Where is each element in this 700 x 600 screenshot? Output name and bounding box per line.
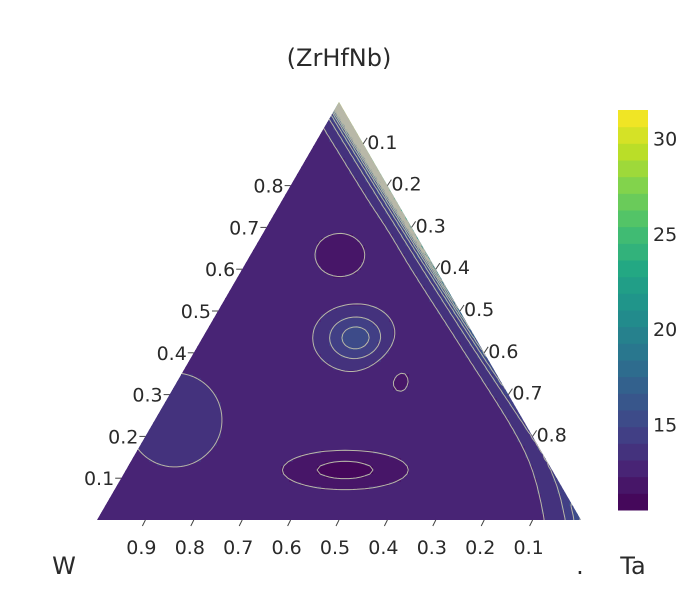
colorbar-segment (618, 426, 648, 444)
colorbar-segment (618, 143, 648, 161)
right-axis-tick-mark (529, 519, 534, 527)
top-axis-tick-label: 0.2 (108, 426, 138, 448)
top-axis-tick-label: 0.7 (229, 217, 259, 239)
colorbar-segment (618, 176, 648, 194)
colorbar-segment (618, 376, 648, 394)
left-axis-tick-label: 0.3 (416, 215, 446, 237)
colorbar-segment (618, 160, 648, 178)
top-corner-label: (ZrHfNb) (287, 44, 392, 72)
colorbar-segment (618, 310, 648, 328)
right-axis-tick-label: 0.6 (271, 537, 301, 559)
top-axis-tick-label: 0.8 (253, 176, 283, 198)
right-axis-tick-label: 0.2 (465, 537, 495, 559)
right-axis-tick-label: 0.1 (513, 537, 543, 559)
colorbar-segment (618, 360, 648, 378)
colorbar-segment (618, 293, 648, 311)
right-axis-tick-label: 0.5 (320, 537, 350, 559)
right-axis-tick-label: 0.3 (417, 537, 447, 559)
colorbar-segment (618, 226, 648, 244)
stray-dot: . (576, 552, 584, 580)
right-axis-tick-mark (287, 519, 292, 527)
right-axis-tick-mark (141, 519, 146, 527)
right-axis-tick-mark (432, 519, 437, 527)
colorbar-segment (618, 326, 648, 344)
left-corner-label: W (52, 552, 76, 580)
left-axis-tick-label: 0.7 (512, 383, 542, 405)
colorbar-segment (618, 243, 648, 261)
colorbar-segment (618, 460, 648, 478)
colorbar-tick-label: 30 (653, 129, 677, 151)
right-axis-tick-mark (238, 519, 243, 527)
left-axis-tick-mark (459, 304, 465, 312)
colorbar-segment (618, 476, 648, 494)
colorbar-segment (618, 443, 648, 461)
colorbar-segment (618, 193, 648, 211)
colorbar-segment (618, 210, 648, 228)
colorbar-segment (618, 260, 648, 278)
left-axis-tick-mark (362, 137, 368, 145)
colorbar-segment (618, 393, 648, 411)
right-axis-tick-label: 0.4 (368, 537, 398, 559)
top-axis-tick-label: 0.3 (132, 385, 162, 407)
contour-field (97, 102, 581, 520)
colorbar-segment (618, 110, 648, 128)
right-axis-tick-mark (480, 519, 485, 527)
left-axis-tick-label: 0.8 (537, 424, 567, 446)
left-axis-tick-mark (386, 179, 392, 186)
colorbar-segment (618, 276, 648, 294)
right-corner-label: Ta (619, 552, 645, 580)
top-axis-ticks: 0.1 0.2 0.3 0.4 0.5 0.6 0.7 0.8 (84, 176, 291, 490)
left-axis-tick-mark (532, 430, 538, 437)
left-axis-tick-label: 0.6 (488, 341, 518, 363)
colorbar-tick-label: 15 (653, 414, 677, 436)
left-axis-tick-label: 0.2 (391, 174, 421, 196)
left-axis-tick-mark (507, 388, 513, 395)
right-axis-tick-label: 0.8 (175, 537, 205, 559)
top-axis-tick-label: 0.5 (181, 301, 211, 323)
colorbar-segment (618, 126, 648, 144)
colorbar-segment (618, 410, 648, 428)
top-axis-tick-label: 0.1 (84, 468, 114, 490)
colorbar-tick-label: 20 (653, 319, 677, 341)
left-axis-tick-label: 0.4 (440, 257, 470, 279)
right-axis-tick-mark (190, 519, 195, 527)
left-axis-tick-label: 0.1 (367, 132, 397, 154)
left-axis-tick-mark (483, 346, 489, 354)
right-axis-tick-mark (383, 519, 388, 527)
right-axis-tick-mark (335, 519, 340, 527)
colorbar-tick-label: 25 (653, 224, 677, 246)
right-axis-tick-label: 0.7 (223, 537, 253, 559)
bottom-axis-ticks: 0.1 0.2 0.3 0.4 0.5 0.6 0.7 0.8 0.9 (126, 519, 544, 559)
colorbar: 15 20 25 30 (618, 110, 677, 511)
top-axis-tick-label: 0.6 (205, 259, 235, 281)
left-axis-tick-mark (435, 262, 441, 270)
left-axis-tick-label: 0.5 (464, 299, 494, 321)
colorbar-segment (618, 493, 648, 511)
left-axis-tick-mark (411, 221, 417, 228)
right-axis-ticks: 0.1 0.2 0.3 0.4 0.5 0.6 0.7 0.8 (362, 132, 567, 446)
right-axis-tick-label: 0.9 (126, 537, 156, 559)
colorbar-segment (618, 343, 648, 361)
top-axis-tick-label: 0.4 (157, 343, 187, 365)
